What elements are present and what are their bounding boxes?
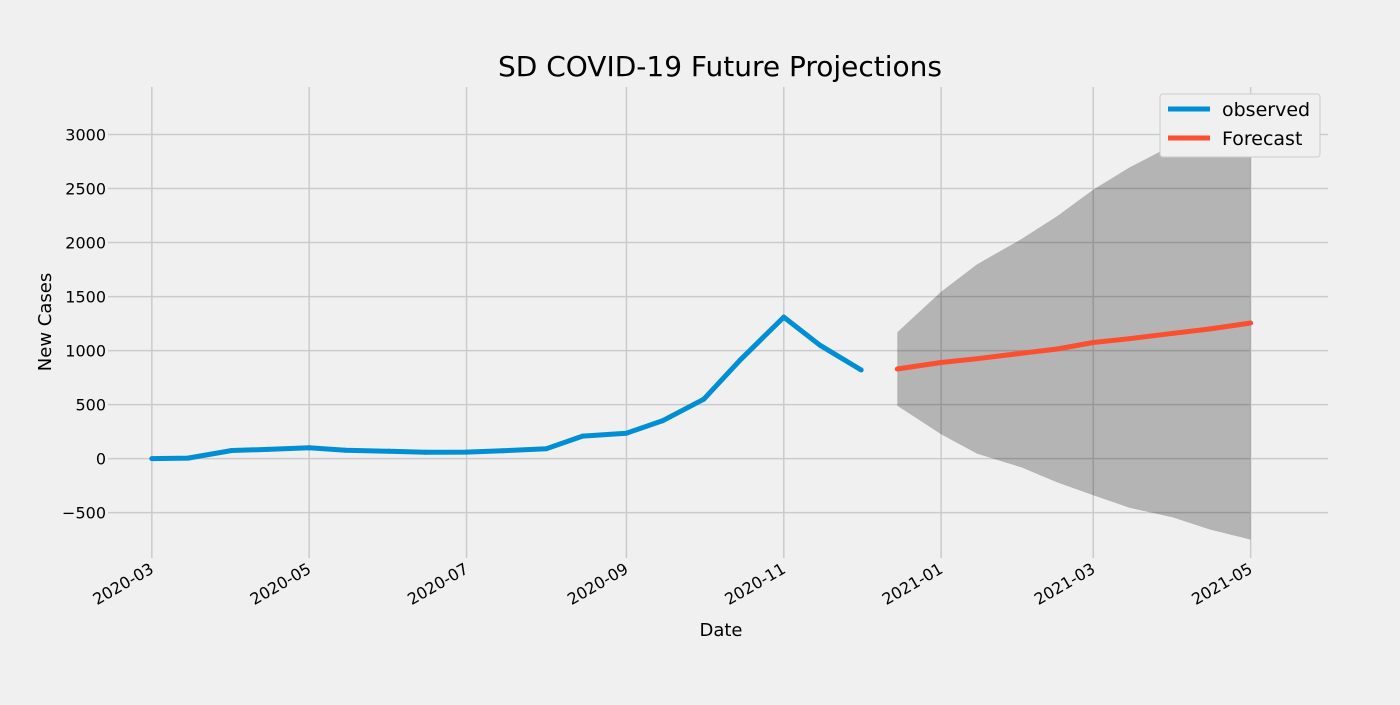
x-axis-label: Date [699,620,742,641]
x-tick-label: 2020-03 [89,559,156,609]
data-point-observed [265,446,271,452]
y-axis-label: New Cases [35,273,56,371]
x-tick-label: 2020-07 [404,559,471,609]
data-point-observed [386,448,392,454]
data-point-observed [623,430,629,436]
data-point-observed [544,446,549,452]
data-point-forecast [974,356,980,362]
y-tick-label: −500 [62,504,106,523]
data-point-forecast [1018,350,1024,356]
data-point-observed [464,449,469,455]
series-layer [149,314,1254,462]
data-point-observed [185,455,191,461]
data-point-observed [701,396,707,402]
legend: observed Forecast [1159,93,1321,158]
data-point-forecast [1126,336,1132,342]
data-point-forecast [938,360,944,365]
confidence-band-layer [897,102,1251,540]
y-tick-label: 3000 [65,126,106,145]
data-point-observed [817,342,823,348]
data-point-observed [500,448,506,454]
x-axis-ticks: 2020-03 2020-05 2020-07 2020-09 2020-11 2021-… [89,559,1255,609]
series-line-observed [151,314,863,462]
y-tick-label: 2000 [65,234,106,253]
data-point-forecast [1248,320,1254,326]
chart-title: SD COVID-19 Future Projections [498,50,942,83]
series-line-forecast [896,320,1251,372]
x-tick-label: 2020-05 [247,559,314,609]
data-point-forecast [894,366,900,372]
data-point-observed [229,448,235,453]
x-tick-label: 2021-05 [1188,559,1255,609]
data-point-observed [858,367,864,373]
data-point-observed [580,433,586,439]
y-tick-label: 500 [75,396,106,415]
y-axis-ticks: −500 0 500 1000 1500 2000 2500 3000 [62,126,106,523]
data-point-observed [781,314,787,320]
y-tick-label: 2500 [65,180,106,199]
y-tick-label: 1000 [65,342,106,361]
data-point-forecast [1054,346,1060,352]
data-point-observed [306,445,312,451]
data-point-observed [737,357,743,363]
grid [108,87,1328,558]
data-point-forecast [1206,326,1212,332]
data-point-observed [342,447,348,453]
data-point-observed [660,418,665,424]
y-tick-label: 0 [96,450,106,469]
forecast-confidence-band [897,102,1251,540]
y-tick-label: 1500 [65,288,106,307]
legend-label-observed: observed [1222,99,1310,121]
x-tick-label: 2020-09 [564,559,631,609]
legend-label-forecast: Forecast [1222,128,1302,150]
x-tick-label: 2021-03 [1031,559,1098,609]
x-tick-label: 2020-11 [721,559,788,609]
data-point-forecast [1090,340,1096,345]
data-point-observed [422,449,428,455]
data-point-forecast [1170,330,1176,336]
x-tick-label: 2021-01 [879,559,946,609]
data-point-observed [149,456,155,462]
